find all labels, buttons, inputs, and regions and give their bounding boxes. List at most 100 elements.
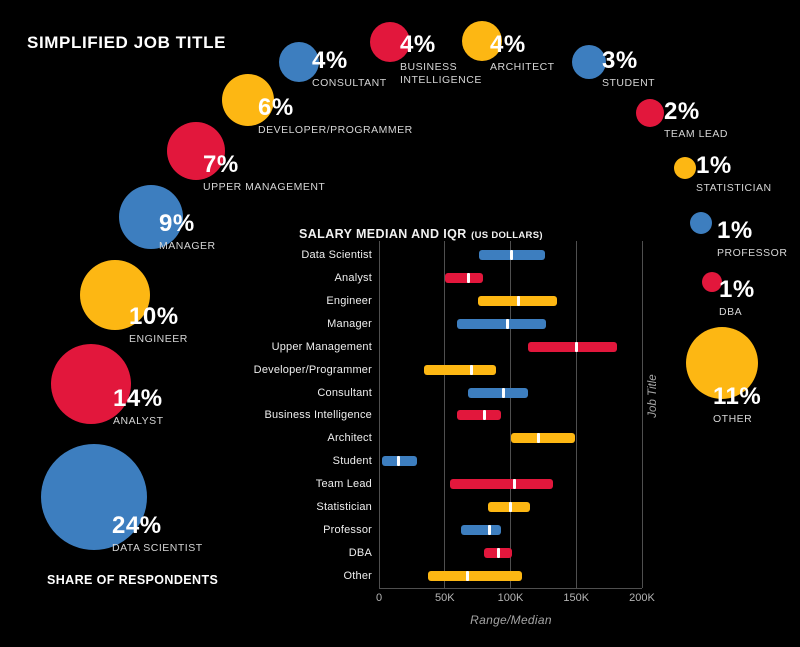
bubble-name-engineer: ENGINEER <box>129 333 188 345</box>
row-label-student: Student <box>332 455 372 468</box>
bubble-analyst <box>51 344 131 424</box>
bubble-dba <box>702 272 722 292</box>
x-tick-100K: 100K <box>497 592 524 604</box>
row-label-other: Other <box>343 569 372 582</box>
page-title: SIMPLIFIED JOB TITLE <box>27 33 227 52</box>
bubble-percent-engineer: 10% <box>129 303 179 330</box>
bubble-business-intelligence <box>370 22 410 62</box>
salary-chart-title-main: SALARY MEDIAN AND IQR <box>299 227 467 241</box>
row-label-business-intelligence: Business Intelligence <box>264 409 372 422</box>
median-tick-dba <box>497 547 501 558</box>
bubble-statistician <box>674 157 696 179</box>
bubble-student <box>572 45 606 79</box>
bubble-name-analyst: ANALYST <box>113 415 164 427</box>
row-label-dba: DBA <box>348 546 372 559</box>
iqr-bar-architect <box>510 433 575 444</box>
row-label-architect: Architect <box>327 432 372 445</box>
bubble-percent-professor: 1% <box>717 217 753 244</box>
median-tick-consultant <box>502 387 506 398</box>
bubble-professor <box>690 212 712 234</box>
iqr-bar-developer-programmer <box>423 364 497 375</box>
bubble-label-statistician: 1% STATISTICIAN <box>696 154 772 195</box>
bubble-label-professor: 1% PROFESSOR <box>717 219 787 260</box>
x-tick-150K: 150K <box>563 592 590 604</box>
bubble-percent-data-scientist: 24% <box>112 512 162 539</box>
bubble-upper-management <box>167 122 225 180</box>
median-tick-professor <box>487 525 491 536</box>
bubble-engineer <box>80 260 150 330</box>
gridline-200K <box>641 241 643 588</box>
bubble-label-manager: 9% MANAGER <box>159 212 216 253</box>
iqr-bar-team-lead <box>450 479 553 490</box>
row-label-statistician: Statistician <box>316 501 372 514</box>
bubble-percent-other: 11% <box>713 383 762 410</box>
bubble-data-scientist <box>41 444 147 550</box>
median-tick-data-scientist <box>510 250 514 260</box>
iqr-bar-business-intelligence <box>456 410 502 421</box>
bubble-name-data-scientist: DATA SCIENTIST <box>112 542 203 554</box>
bubble-name-developer-programmer: DEVELOPER/PROGRAMMER <box>258 124 413 136</box>
row-label-analyst: Analyst <box>334 271 372 284</box>
median-tick-engineer <box>516 295 520 306</box>
bubble-label-analyst: 14% ANALYST <box>113 387 164 428</box>
gridline-50K <box>444 241 446 588</box>
bubble-name-professor: PROFESSOR <box>717 247 788 259</box>
salary-chart-title-sub: (US DOLLARS) <box>471 230 543 241</box>
bubble-label-team-lead: 2% TEAM LEAD <box>664 100 728 141</box>
x-tick-200K: 200K <box>629 592 655 604</box>
median-tick-upper-management <box>574 341 578 352</box>
iqr-bar-professor <box>460 525 502 536</box>
bubble-label-consultant: 4% CONSULTANT <box>312 49 387 90</box>
bubble-developer-programmer <box>222 74 274 126</box>
gridline-150K <box>575 241 577 588</box>
row-label-manager: Manager <box>327 317 372 330</box>
salary-iqr-plot <box>378 241 643 589</box>
row-label-engineer: Engineer <box>326 294 372 307</box>
gridline-100K <box>510 241 511 588</box>
bubble-percent-consultant: 4% <box>312 47 348 74</box>
median-tick-student <box>397 456 401 467</box>
row-label-professor: Professor <box>323 524 372 537</box>
row-label-upper-management: Upper Management <box>271 340 372 353</box>
bubble-label-upper-management: 7% UPPER MANAGEMENT <box>203 153 325 194</box>
bubble-manager <box>119 185 183 249</box>
bubble-percent-team-lead: 2% <box>664 98 700 125</box>
median-tick-developer-programmer <box>469 364 473 375</box>
median-tick-statistician <box>509 502 512 513</box>
row-label-team-lead: Team Lead <box>315 478 372 491</box>
bubble-consultant <box>279 42 319 82</box>
bubble-name-statistician: STATISTICIAN <box>696 182 772 194</box>
bubble-percent-analyst: 14% <box>113 385 163 412</box>
x-tick-50K: 50K <box>434 592 455 604</box>
bubble-name-upper-management: UPPER MANAGEMENT <box>203 181 326 193</box>
x-tick-0: 0 <box>375 592 383 604</box>
iqr-bar-analyst <box>444 272 483 283</box>
bubble-label-developer-programmer: 6% DEVELOPER/PROGRAMMER <box>258 96 413 137</box>
bubble-name-manager: MANAGER <box>159 240 216 252</box>
x-axis-label: Range/Median <box>470 613 552 627</box>
bubble-label-business-intelligence: 4% BUSINESS INTELLIGENCE <box>400 33 482 86</box>
bubble-name-architect: ARCHITECT <box>490 61 555 73</box>
median-tick-other <box>465 570 469 581</box>
median-tick-analyst <box>466 272 470 283</box>
bubble-name-other: OTHER <box>713 413 753 425</box>
median-tick-team-lead <box>512 479 516 490</box>
bubble-name-business-intelligence: BUSINESS INTELLIGENCE <box>400 61 482 86</box>
iqr-bar-consultant <box>468 387 528 398</box>
bubble-label-student: 3% STUDENT <box>602 49 655 90</box>
bubble-percent-dba: 1% <box>719 276 755 303</box>
bubble-other <box>686 327 758 399</box>
bubble-name-dba: DBA <box>719 306 743 318</box>
y-axis-label: Job Title <box>647 374 659 418</box>
iqr-bar-manager <box>456 318 546 329</box>
iqr-bar-upper-management <box>527 341 617 352</box>
bubble-percent-architect: 4% <box>490 31 526 58</box>
salary-chart-title: SALARY MEDIAN AND IQR (US DOLLARS) <box>299 225 543 243</box>
bubble-label-dba: 1% DBA <box>719 278 755 319</box>
bubble-name-student: STUDENT <box>602 77 656 89</box>
median-tick-manager <box>506 318 510 329</box>
bubble-percent-student: 3% <box>602 47 638 74</box>
row-label-consultant: Consultant <box>317 386 372 399</box>
iqr-bar-other <box>427 570 523 581</box>
median-tick-business-intelligence <box>482 410 486 421</box>
